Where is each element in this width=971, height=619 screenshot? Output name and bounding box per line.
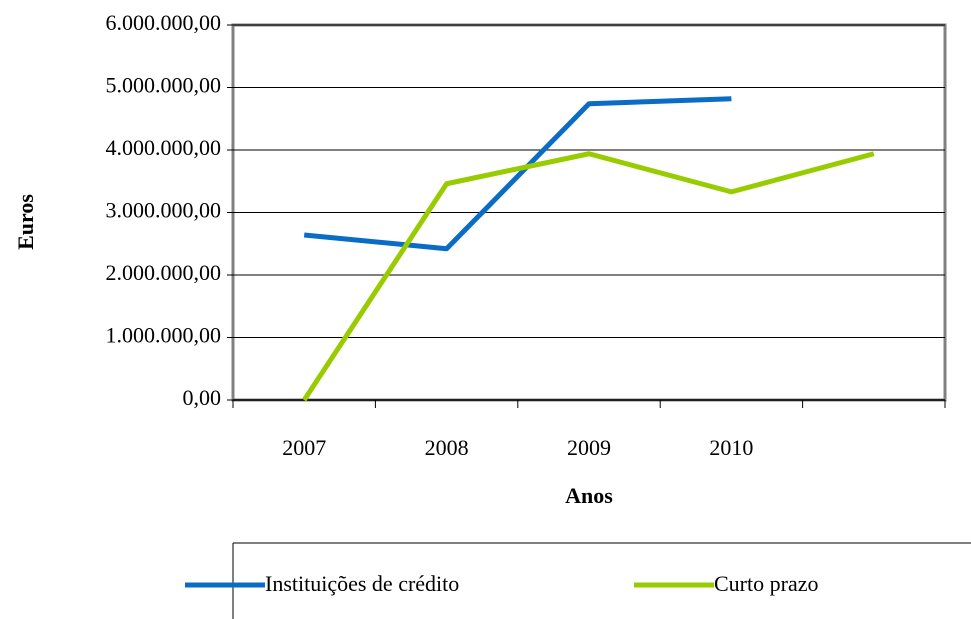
line-series (303, 96, 732, 252)
y-tick-label: 6.000.000,00 (106, 10, 222, 35)
y-tick-label: 2.000.000,00 (106, 260, 222, 285)
x-tick-label: 2007 (282, 435, 326, 460)
y-tick-label: 4.000.000,00 (106, 135, 222, 160)
line-series (302, 151, 875, 402)
y-tick-label: 3.000.000,00 (106, 198, 222, 223)
x-tick-label: 2008 (425, 435, 469, 460)
y-tick-label: 1.000.000,00 (106, 323, 222, 348)
y-tick-label: 5.000.000,00 (106, 73, 222, 98)
y-tick-label: 0,00 (183, 385, 222, 410)
x-axis-label: Anos (565, 483, 613, 508)
legend-label: Instituições de crédito (265, 571, 459, 596)
x-tick-label: 2010 (709, 435, 753, 460)
legend-label: Curto prazo (714, 571, 818, 596)
x-tick-label: 2009 (567, 435, 611, 460)
y-axis-label: Euros (13, 194, 38, 250)
